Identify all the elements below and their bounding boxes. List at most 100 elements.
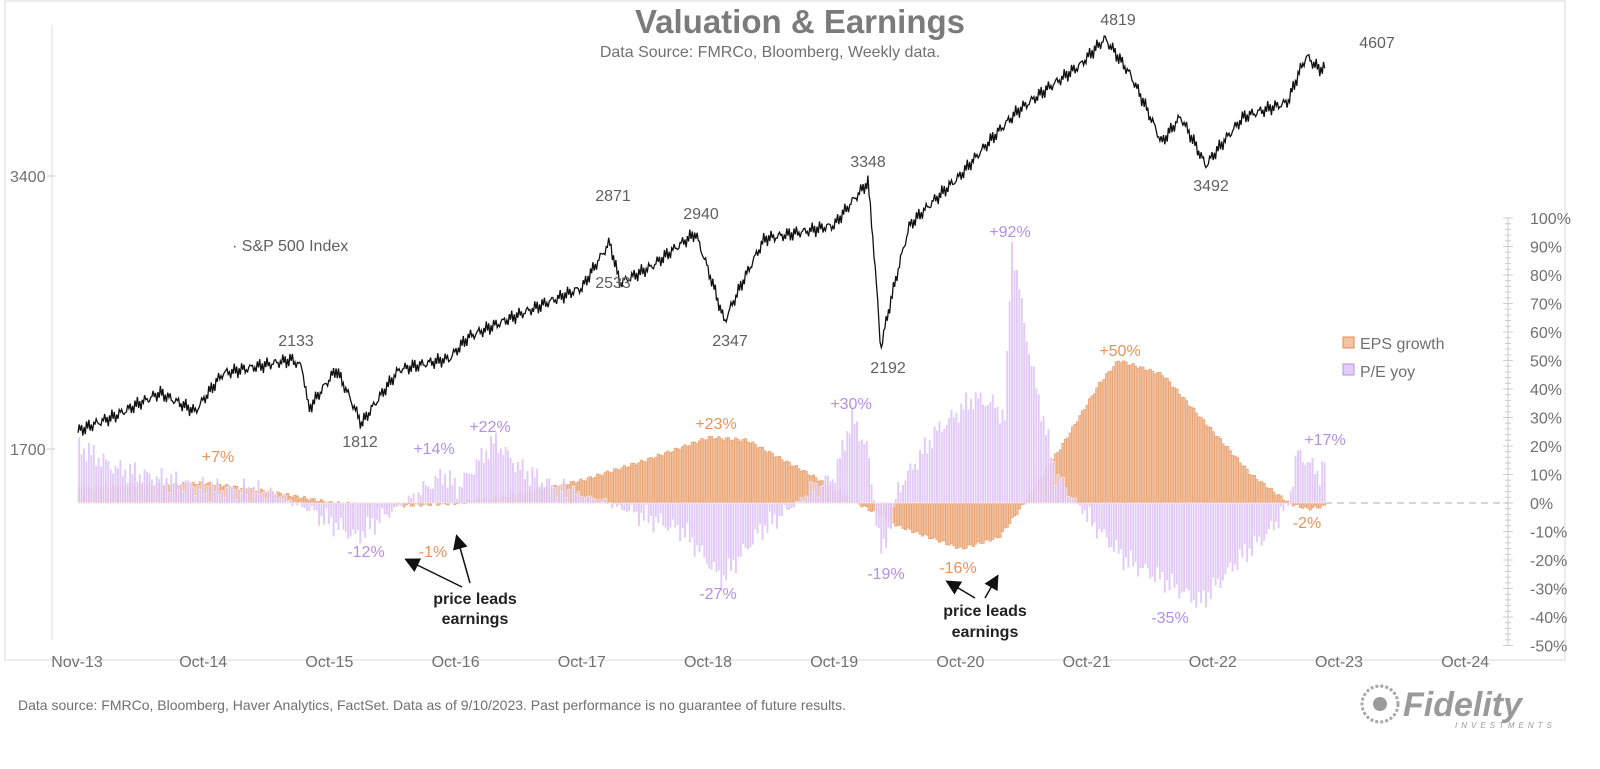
eps-bar	[1165, 377, 1169, 504]
legend-eps-label: EPS growth	[1360, 336, 1444, 353]
pe-bar	[1003, 419, 1007, 504]
pe-bar	[116, 468, 120, 504]
eps-bar	[988, 502, 992, 542]
pe-bar	[249, 502, 253, 504]
eps-bar	[678, 449, 682, 504]
pe-bar	[610, 502, 614, 509]
eps-bar	[419, 502, 423, 507]
footer-disclaimer: Data source: FMRCo, Bloomberg, Haver Ana…	[18, 697, 846, 713]
eps-bar	[426, 502, 430, 506]
pe-bar	[458, 486, 462, 504]
pe-bar	[1320, 460, 1324, 504]
pe-bar	[133, 462, 137, 504]
pe-bar	[1066, 496, 1070, 504]
pe-bar	[164, 477, 168, 504]
eps-bar	[683, 444, 687, 504]
eps-bar	[1083, 409, 1087, 504]
eps-bar	[787, 461, 791, 504]
pe-bar	[101, 453, 105, 504]
pe-bar	[220, 490, 224, 504]
eps-bar	[1005, 502, 1009, 528]
pe-bar	[496, 452, 500, 504]
pe-bar	[642, 502, 646, 522]
pe-bar	[656, 502, 660, 524]
eps-bar	[705, 439, 709, 504]
pe-bar	[768, 502, 772, 513]
eps-bar	[1218, 438, 1222, 504]
pe-bar	[1286, 502, 1290, 507]
pe-bar	[513, 471, 517, 504]
pe-bar	[857, 440, 861, 504]
eps-bar	[937, 502, 941, 543]
pe-bar	[981, 403, 985, 504]
pe-bar	[1063, 487, 1067, 504]
eps-bar	[1102, 378, 1106, 504]
pe-bar	[618, 502, 622, 506]
pe-bar	[1085, 502, 1089, 523]
pe-bar	[300, 502, 304, 508]
eps-bar	[695, 443, 699, 504]
pe-bar	[97, 457, 101, 504]
pe-bar	[218, 494, 222, 504]
pe-bar	[506, 449, 510, 504]
eps-bar	[1136, 368, 1140, 504]
pe-bar	[625, 502, 629, 513]
pe-bar	[1175, 502, 1179, 585]
eps-bar	[896, 502, 900, 526]
pe-bar	[1214, 502, 1218, 587]
pe-bar	[1170, 502, 1174, 575]
pe-bar	[77, 436, 81, 504]
right-tick-label: 60%	[1530, 325, 1562, 342]
pe-bar	[465, 472, 469, 504]
pe-bar	[337, 502, 340, 531]
pe-bar	[1233, 502, 1237, 565]
chart-title: Valuation & Earnings	[635, 3, 965, 40]
eps-bar	[712, 439, 716, 504]
eps-bar	[899, 502, 903, 526]
pe-bar	[763, 502, 767, 526]
pe-bar	[1097, 502, 1101, 530]
eps-bar	[1076, 421, 1080, 504]
pe-bar	[918, 449, 922, 504]
eps-bar	[698, 440, 702, 504]
pe-bar	[1240, 502, 1244, 558]
pe-bar	[92, 444, 96, 504]
eps-bar	[971, 502, 975, 547]
eps-bar	[1177, 393, 1181, 504]
pe-bar	[790, 502, 794, 509]
eps-bar	[797, 468, 801, 504]
pe-bar	[1054, 485, 1058, 504]
pe-bar	[734, 502, 738, 574]
eps-bar	[1279, 495, 1283, 504]
pe-bar	[157, 478, 161, 504]
pe-bar	[700, 502, 704, 546]
x-tick-label: Nov-13	[51, 654, 103, 671]
pe-bar	[227, 484, 231, 504]
pe-bar	[470, 473, 474, 504]
pe-bar	[94, 465, 98, 504]
sp-label: 2533	[595, 275, 631, 292]
pe-bar	[971, 408, 975, 504]
eps-bar	[673, 447, 677, 504]
sp-label: 3492	[1193, 178, 1229, 195]
pe-bar	[482, 462, 486, 504]
eps-bar	[1168, 381, 1172, 504]
pe-bar	[794, 501, 798, 504]
pe-bar	[429, 488, 433, 504]
eps-bar	[908, 502, 912, 530]
sp-label: 2940	[683, 206, 719, 223]
pe-bar	[143, 469, 147, 504]
legend-pe-label: P/E yoy	[1360, 364, 1415, 381]
pe-bar	[950, 409, 953, 504]
pe-bar	[1211, 502, 1215, 579]
eps-label: +23%	[695, 416, 736, 433]
eps-bar	[1158, 371, 1162, 504]
pe-bar	[1315, 470, 1319, 504]
eps-bar	[1281, 500, 1285, 504]
eps-bar	[620, 467, 624, 504]
pe-bar	[722, 502, 726, 576]
eps-bar	[300, 497, 304, 504]
pe-bar	[1243, 502, 1247, 545]
eps-bar	[957, 502, 961, 548]
pe-bar	[870, 483, 874, 504]
